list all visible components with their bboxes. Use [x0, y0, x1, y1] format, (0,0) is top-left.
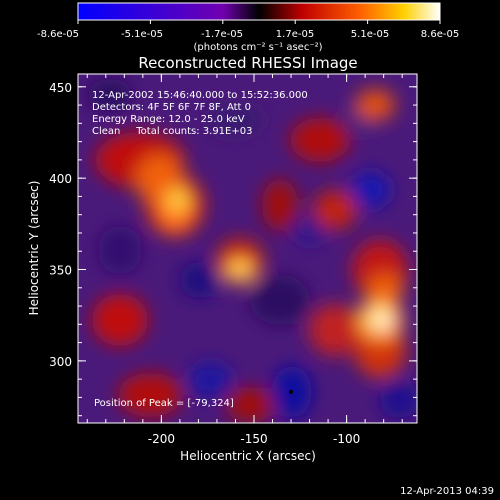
colorbar-tick-label: 8.6e-05	[421, 29, 459, 40]
x-axis-label: Heliocentric X (arcsec)	[180, 449, 316, 463]
x-axis-ticks	[86, 74, 403, 423]
y-axis-ticks	[78, 86, 417, 417]
peak-position-text: Position of Peak = [-79,324]	[94, 398, 234, 409]
colorbar-ticks	[77, 20, 441, 24]
y-tick-label: 400	[49, 172, 72, 186]
colorbar-tick-label: 1.7e-05	[276, 29, 314, 40]
footer-timestamp: 12-Apr-2013 04:39	[400, 486, 494, 497]
x-tick-label: -150	[240, 432, 267, 446]
plot-frame	[77, 73, 418, 424]
y-axis-label: Heliocentric Y (arcsec)	[27, 181, 41, 316]
info-detectors: Detectors: 4F 5F 6F 7F 8F, Att 0	[92, 102, 251, 113]
colorbar: -8.6e-05 -5.1e-05 -1.7e-05 1.7e-05 5.1e-…	[37, 2, 459, 53]
x-tick-label: -100	[333, 432, 360, 446]
y-tick-label: 300	[49, 355, 72, 369]
colorbar-gradient	[77, 2, 441, 21]
image-title: Reconstructed RHESSI Image	[138, 54, 357, 72]
colorbar-tick-labels: -8.6e-05 -5.1e-05 -1.7e-05 1.7e-05 5.1e-…	[37, 29, 459, 40]
colorbar-tick-label: -1.7e-05	[201, 29, 243, 40]
info-energy-range: Energy Range: 12.0 - 25.0 keV	[92, 114, 245, 125]
peak-marker	[289, 389, 294, 394]
colorbar-units: (photons cm⁻² s⁻¹ asec⁻²)	[193, 42, 322, 53]
y-tick-label: 450	[49, 81, 72, 95]
image-map	[78, 74, 417, 423]
info-time-range: 12-Apr-2002 15:46:40.000 to 15:52:36.000	[92, 90, 308, 101]
colorbar-tick-label: -8.6e-05	[37, 29, 79, 40]
y-tick-label: 350	[49, 264, 72, 278]
info-clean-counts: Clean Total counts: 3.91E+03	[92, 126, 252, 137]
observation-info: 12-Apr-2002 15:46:40.000 to 15:52:36.000…	[92, 90, 308, 137]
colorbar-tick-label: 5.1e-05	[351, 29, 389, 40]
colorbar-tick-label: -5.1e-05	[121, 29, 163, 40]
x-tick-label: -200	[148, 432, 175, 446]
